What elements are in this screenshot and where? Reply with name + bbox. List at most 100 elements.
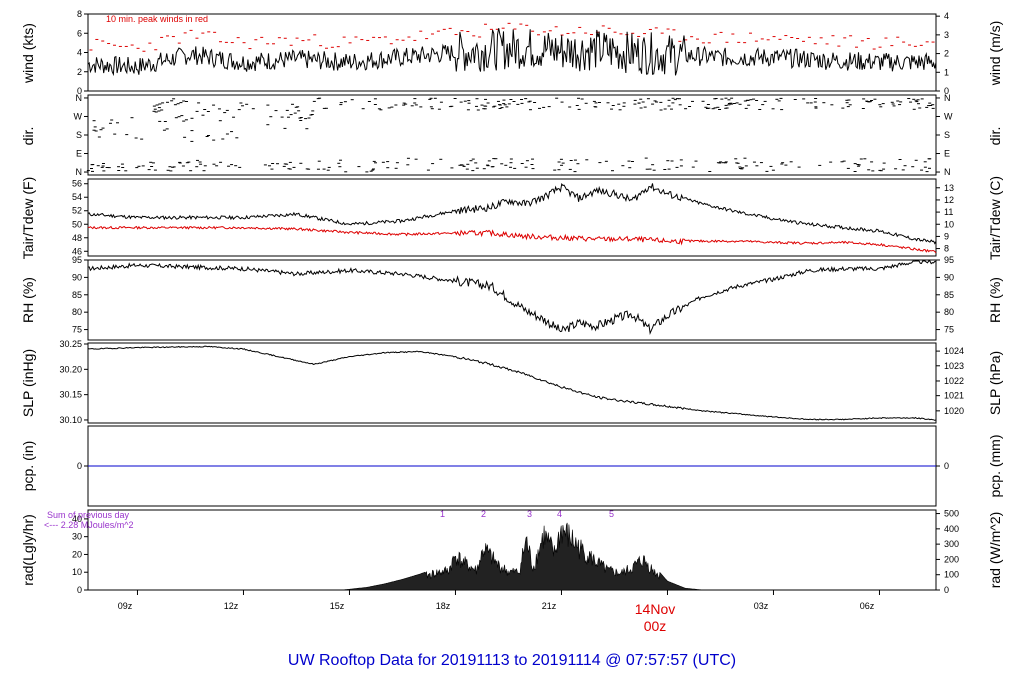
y-tick-label: 75 xyxy=(944,325,954,335)
y-tick-label: N xyxy=(76,93,83,103)
y-tick-label: 30 xyxy=(72,532,82,542)
y-tick-label: 48 xyxy=(72,233,82,243)
y-tick-label: N xyxy=(76,167,83,177)
wind-peaks-note: 10 min. peak winds in red xyxy=(106,14,208,24)
y-tick-label: 500 xyxy=(944,509,959,519)
y-tick-label: 1020 xyxy=(944,406,964,416)
y-tick-label: 13 xyxy=(944,183,954,193)
tair-series-line xyxy=(87,183,937,245)
rh-ylabel-left: RH (%) xyxy=(20,277,36,323)
y-tick-label: 56 xyxy=(72,179,82,189)
wind-peaks-series xyxy=(89,22,935,52)
y-tick-label: 85 xyxy=(944,290,954,300)
y-tick-label: 0 xyxy=(944,461,949,471)
dir-ylabel-left: dir. xyxy=(20,127,36,146)
y-tick-label: 40 xyxy=(72,514,82,524)
wind-series-line xyxy=(87,28,937,77)
x-tick-label: 06z xyxy=(860,601,875,611)
wind-direction-series xyxy=(86,97,935,173)
x-tick-label: 12z xyxy=(224,601,239,611)
y-tick-label: 1021 xyxy=(944,391,964,401)
y-tick-label: 90 xyxy=(944,272,954,282)
y-tick-label: 4 xyxy=(77,48,82,58)
y-tick-label: 0 xyxy=(944,86,949,96)
y-tick-label: N xyxy=(944,93,951,103)
x-tick-label: 09z xyxy=(118,601,133,611)
y-tick-label: 4 xyxy=(944,11,949,21)
y-tick-label: 54 xyxy=(72,192,82,202)
rad-marker-2: 2 xyxy=(481,509,486,519)
y-tick-label: W xyxy=(74,111,83,121)
date-label: 14Nov xyxy=(635,601,675,617)
x-tick-label: 21z xyxy=(542,601,557,611)
y-tick-label: E xyxy=(944,149,950,159)
tdew-series-line xyxy=(87,225,937,254)
rh-panel-frame xyxy=(87,259,937,341)
y-tick-label: 30.20 xyxy=(59,364,82,374)
slp-ylabel-right: SLP (hPa) xyxy=(987,351,1003,415)
y-tick-label: 50 xyxy=(72,219,82,229)
y-tick-label: 30.10 xyxy=(59,415,82,425)
wind-ylabel-left: wind (kts) xyxy=(20,23,36,84)
rad-marker-5: 5 xyxy=(609,509,614,519)
rad-sum-note-line1: Sum of previous day xyxy=(47,510,130,520)
y-tick-label: 200 xyxy=(944,554,959,564)
y-tick-label: 90 xyxy=(72,272,82,282)
y-tick-label: W xyxy=(944,111,953,121)
y-tick-label: S xyxy=(76,130,82,140)
y-tick-label: 85 xyxy=(72,290,82,300)
temp-ylabel-left: Tair/Tdew (F) xyxy=(20,177,36,259)
rad-ylabel-left: rad(Lgly/hr) xyxy=(20,514,36,586)
y-tick-label: 0 xyxy=(944,585,949,595)
rad-series-area xyxy=(342,522,703,591)
y-tick-label: 20 xyxy=(72,549,82,559)
y-tick-label: 0 xyxy=(77,86,82,96)
y-tick-label: 10 xyxy=(944,219,954,229)
y-tick-label: 2 xyxy=(77,67,82,77)
y-tick-label: 80 xyxy=(944,307,954,317)
y-tick-label: 1022 xyxy=(944,376,964,386)
y-tick-label: 1023 xyxy=(944,361,964,371)
y-tick-label: 95 xyxy=(72,255,82,265)
x-tick-label: 15z xyxy=(330,601,345,611)
slp-panel-frame xyxy=(87,342,937,424)
y-tick-label: 52 xyxy=(72,206,82,216)
rad-ylabel-right: rad (W/m^2) xyxy=(987,512,1003,589)
panel-frames xyxy=(87,13,937,591)
y-tick-label: 75 xyxy=(72,325,82,335)
y-tick-label: 95 xyxy=(944,255,954,265)
slp-series-line xyxy=(87,345,937,421)
rh-ylabel-right: RH (%) xyxy=(987,277,1003,323)
pcp-ylabel-right: pcp. (mm) xyxy=(987,435,1003,498)
y-tick-label: 0 xyxy=(77,585,82,595)
y-tick-label: 12 xyxy=(944,195,954,205)
y-tick-label: 10 xyxy=(72,567,82,577)
date-hour-label: 00z xyxy=(644,618,667,634)
y-tick-label: 400 xyxy=(944,524,959,534)
y-tick-label: S xyxy=(944,130,950,140)
rad-marker-1: 1 xyxy=(440,509,445,519)
x-axis-labels: 09z 12z 15z 18z 21z 03z 06z 14Nov 00z xyxy=(118,601,875,634)
slp-ylabel-left: SLP (inHg) xyxy=(20,349,36,417)
temp-ylabel-right: Tair/Tdew (C) xyxy=(987,176,1003,260)
pcp-ylabel-left: pcp. (in) xyxy=(20,441,36,492)
rad-sum-note-line2: <--- 2.28 MJoules/m^2 xyxy=(44,520,134,530)
x-tick-label: 03z xyxy=(754,601,769,611)
y-tick-label: E xyxy=(76,149,82,159)
y-tick-label: 30.15 xyxy=(59,390,82,400)
y-tick-label: 9 xyxy=(944,231,949,241)
dir-ylabel-right: dir. xyxy=(987,127,1003,146)
y-tick-label: 46 xyxy=(72,246,82,256)
y-tick-label: 1024 xyxy=(944,346,964,356)
y-tick-label: N xyxy=(944,167,951,177)
y-tick-label: 8 xyxy=(77,9,82,19)
chart-title: UW Rooftop Data for 20191113 to 20191114… xyxy=(288,652,736,669)
y-tick-label: 30.25 xyxy=(59,339,82,349)
y-tick-label: 0 xyxy=(77,461,82,471)
axis-ticks: 0246801234NESWNNESWN46485052545689101112… xyxy=(59,9,964,595)
y-tick-label: 100 xyxy=(944,570,959,580)
rad-marker-3: 3 xyxy=(527,509,532,519)
y-tick-label: 80 xyxy=(72,307,82,317)
temp-panel-frame xyxy=(87,178,937,257)
